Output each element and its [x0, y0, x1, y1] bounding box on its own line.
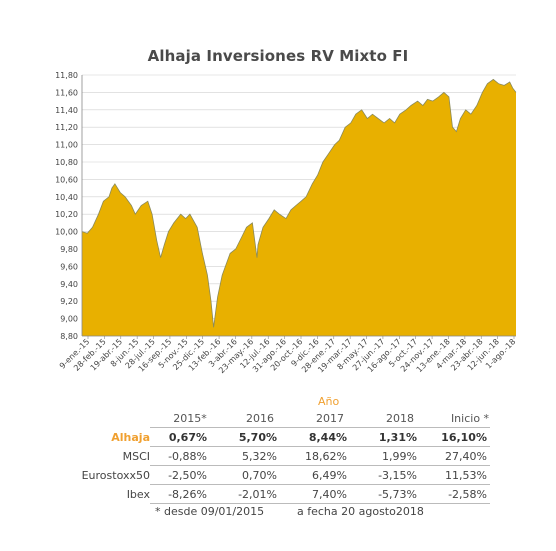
y-tick-label: 9,60 — [60, 262, 78, 271]
col-header-2016: 2016 — [246, 412, 274, 425]
row-label-ibex: Ibex — [126, 488, 150, 501]
chart-title: Alhaja Inversiones RV Mixto FI — [147, 47, 409, 65]
y-tick-label: 9,40 — [60, 280, 78, 289]
x-axis: 9-ene.-1528-feb.-1519-abr.-158-jun.-1528… — [58, 336, 517, 375]
y-tick-label: 8,80 — [60, 332, 78, 341]
table-cell: -8,26% — [168, 488, 207, 501]
y-axis: 8,80 9,00 9,20 9,40 9,60 9,80 10,00 10,20 10,40 1… — [55, 71, 78, 341]
table-cell: -0,88% — [168, 450, 207, 463]
footnote-start-date: * desde 09/01/2015 — [155, 505, 265, 518]
row-label-eurostoxx50: Eurostoxx50 — [81, 469, 150, 482]
chart-area: 8,80 9,00 9,20 9,40 9,60 9,80 10,00 10,20 10,40 1… — [55, 71, 517, 375]
y-tick-label: 11,00 — [55, 141, 78, 150]
y-tick-label: 11,60 — [55, 88, 78, 97]
footnote-as-of-date: a fecha 20 agosto2018 — [297, 505, 424, 518]
col-header-2015: 2015* — [173, 412, 207, 425]
header-separator — [150, 427, 490, 428]
table-cell: -5,73% — [378, 488, 417, 501]
table-cell: 16,10% — [441, 431, 487, 444]
y-tick-label: 9,00 — [60, 315, 78, 324]
y-tick-label: 11,80 — [55, 71, 78, 80]
table-cell: 11,53% — [445, 469, 487, 482]
table-cell: -3,15% — [378, 469, 417, 482]
table-cell: 8,44% — [308, 431, 347, 444]
y-tick-label: 9,20 — [60, 297, 78, 306]
row-separator — [150, 465, 490, 466]
row-label-msci: MSCI — [122, 450, 150, 463]
col-header-inicio: Inicio * — [450, 412, 490, 425]
fund-area-series — [82, 79, 516, 337]
y-tick-label: 11,20 — [55, 123, 78, 132]
table-cell: 6,49% — [312, 469, 347, 482]
col-header-2018: 2018 — [386, 412, 414, 425]
y-tick-label: 10,80 — [55, 158, 78, 167]
y-tick-label: 10,20 — [55, 210, 78, 219]
table-cell: -2,50% — [168, 469, 207, 482]
y-tick-label: 10,00 — [55, 228, 78, 237]
table-cell: 5,70% — [238, 431, 277, 444]
row-separator — [150, 503, 490, 504]
table-cell: -2,01% — [238, 488, 277, 501]
row-label-alhaja: Alhaja — [111, 431, 150, 444]
table-cell: 0,70% — [242, 469, 277, 482]
y-tick-label: 10,60 — [55, 175, 78, 184]
col-header-2017: 2017 — [316, 412, 344, 425]
table-cell: 5,32% — [242, 450, 277, 463]
y-tick-label: 11,40 — [55, 106, 78, 115]
row-separator — [150, 446, 490, 447]
fund-line-series — [81, 78, 517, 328]
table-cell: 0,67% — [168, 431, 207, 444]
table-cell: 7,40% — [312, 488, 347, 501]
y-tick-label: 9,80 — [60, 245, 78, 254]
row-separator — [150, 484, 490, 485]
table-cell: 1,31% — [378, 431, 417, 444]
table-cell: 27,40% — [445, 450, 487, 463]
table-cell: 1,99% — [382, 450, 417, 463]
table-cell: -2,58% — [448, 488, 487, 501]
table-cell: 18,62% — [305, 450, 347, 463]
y-tick-label: 10,40 — [55, 193, 78, 202]
